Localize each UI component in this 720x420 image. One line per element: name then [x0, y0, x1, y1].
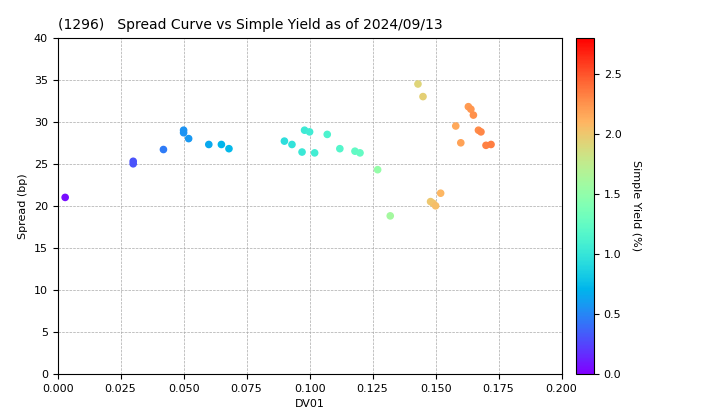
X-axis label: DV01: DV01	[294, 399, 325, 409]
Point	[59, 194, 71, 201]
Point	[127, 160, 139, 167]
Text: (1296)   Spread Curve vs Simple Yield as of 2024/09/13: (1296) Spread Curve vs Simple Yield as o…	[58, 18, 442, 32]
Point	[384, 213, 396, 219]
Point	[455, 139, 467, 146]
Point	[472, 127, 484, 134]
Point	[178, 127, 189, 134]
Point	[304, 129, 315, 135]
Point	[450, 123, 462, 129]
Point	[203, 141, 215, 148]
Point	[334, 145, 346, 152]
Point	[480, 142, 492, 149]
Point	[485, 141, 497, 148]
Y-axis label: Simple Yield (%): Simple Yield (%)	[631, 160, 641, 251]
Point	[321, 131, 333, 138]
Point	[435, 190, 446, 197]
Point	[412, 81, 423, 87]
Point	[178, 129, 189, 136]
Point	[430, 202, 441, 209]
Point	[462, 103, 474, 110]
Point	[286, 141, 298, 148]
Point	[427, 200, 438, 207]
Point	[279, 138, 290, 144]
Point	[223, 145, 235, 152]
Point	[425, 198, 436, 205]
Point	[465, 106, 477, 113]
Point	[216, 141, 228, 148]
Point	[127, 158, 139, 165]
Point	[183, 135, 194, 142]
Y-axis label: Spread (bp): Spread (bp)	[18, 173, 28, 239]
Point	[468, 112, 480, 118]
Point	[297, 149, 308, 155]
Point	[417, 93, 428, 100]
Point	[349, 148, 361, 155]
Point	[158, 146, 169, 153]
Point	[372, 166, 383, 173]
Point	[354, 150, 366, 156]
Point	[475, 129, 487, 135]
Point	[299, 127, 310, 134]
Point	[309, 150, 320, 156]
